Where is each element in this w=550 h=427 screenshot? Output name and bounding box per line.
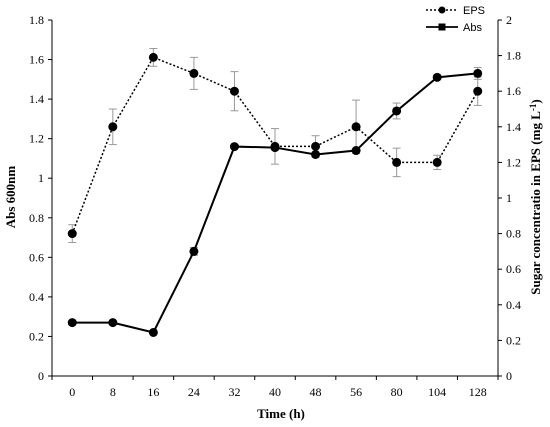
eps-point <box>108 122 118 132</box>
x-tick-label: 56 <box>350 385 362 399</box>
right-tick-label: 0.6 <box>506 262 521 276</box>
x-tick-label: 104 <box>428 385 446 399</box>
eps-point <box>432 157 442 167</box>
abs-point <box>351 146 361 156</box>
eps-point <box>229 86 239 96</box>
abs-point <box>270 143 280 153</box>
right-tick-label: 2 <box>506 13 512 27</box>
left-tick-label: 1.2 <box>29 132 44 146</box>
left-tick-label: 1.6 <box>29 53 44 67</box>
right-tick-label: 1 <box>506 191 512 205</box>
right-tick-label: 0.4 <box>506 298 521 312</box>
left-tick-label: 0.4 <box>29 290 44 304</box>
left-tick-label: 1 <box>38 171 44 185</box>
eps-point <box>392 157 402 167</box>
x-tick-label: 40 <box>269 385 281 399</box>
abs-point <box>432 72 442 82</box>
x-tick-label: 24 <box>188 385 200 399</box>
abs-point <box>473 68 483 78</box>
right-tick-label: 1.8 <box>506 49 521 63</box>
eps-point <box>473 86 483 96</box>
right-tick-label: 0 <box>506 369 512 383</box>
eps-point <box>351 122 361 132</box>
abs-point <box>148 327 158 337</box>
left-tick-label: 1.4 <box>29 92 44 106</box>
left-tick-label: 0 <box>38 369 44 383</box>
x-axis-title: Time (h) <box>257 406 305 421</box>
right-axis-ticks: 0 0.2 0.4 0.6 0.8 1 1.2 1.4 1.6 1.8 2 <box>498 13 521 383</box>
legend-abs-label: Abs <box>463 22 482 34</box>
left-tick-label: 0.8 <box>29 211 44 225</box>
legend-eps-label: EPS <box>463 5 485 17</box>
right-axis-title-sup: -1 <box>528 103 538 111</box>
right-tick-label: 1.4 <box>506 120 521 134</box>
left-axis-ticks: 0 0.2 0.4 0.6 0.8 1 1.2 1.4 1.6 1.8 <box>29 13 52 383</box>
legend-abs-marker <box>438 23 446 31</box>
series-eps <box>67 47 483 243</box>
right-axis-title-main: Sugar concentratio in EPS (mg L <box>528 111 543 295</box>
right-tick-label: 0.8 <box>506 227 521 241</box>
abs-point <box>311 149 321 159</box>
right-axis-title: Sugar concentratio in EPS (mg L-1) <box>528 99 543 294</box>
legend-eps-marker <box>438 6 446 14</box>
axes <box>51 20 499 377</box>
series-layer <box>67 47 483 337</box>
eps-point <box>311 141 321 151</box>
eps-point <box>67 229 77 239</box>
abs-point <box>108 318 118 328</box>
abs-point <box>229 142 239 152</box>
left-tick-label: 0.6 <box>29 250 44 264</box>
left-tick-label: 0.2 <box>29 329 44 343</box>
eps-line <box>71 56 479 234</box>
left-axis-title: Abs 600nm <box>3 166 18 229</box>
abs-point <box>67 318 77 328</box>
x-tick-label: 48 <box>310 385 322 399</box>
left-tick-label: 1.8 <box>29 13 44 27</box>
right-tick-label: 1.6 <box>506 84 521 98</box>
abs-point <box>189 246 199 256</box>
legend: EPS Abs <box>426 5 485 34</box>
x-tick-label: 128 <box>469 385 487 399</box>
eps-point <box>189 68 199 78</box>
abs-point <box>392 106 402 116</box>
right-tick-label: 0.2 <box>506 333 521 347</box>
x-tick-label: 32 <box>228 385 240 399</box>
right-axis-title-end: ) <box>528 99 543 103</box>
series-abs <box>67 66 483 337</box>
x-tick-label: 16 <box>147 385 159 399</box>
x-tick-label: 8 <box>110 385 116 399</box>
x-tick-label: 80 <box>391 385 403 399</box>
x-axis-ticks: 0 8 16 24 32 40 48 56 80 104 128 <box>51 376 499 399</box>
right-tick-label: 1.2 <box>506 155 521 169</box>
x-tick-label: 0 <box>69 385 75 399</box>
eps-point <box>148 52 158 62</box>
abs-line <box>72 72 478 334</box>
